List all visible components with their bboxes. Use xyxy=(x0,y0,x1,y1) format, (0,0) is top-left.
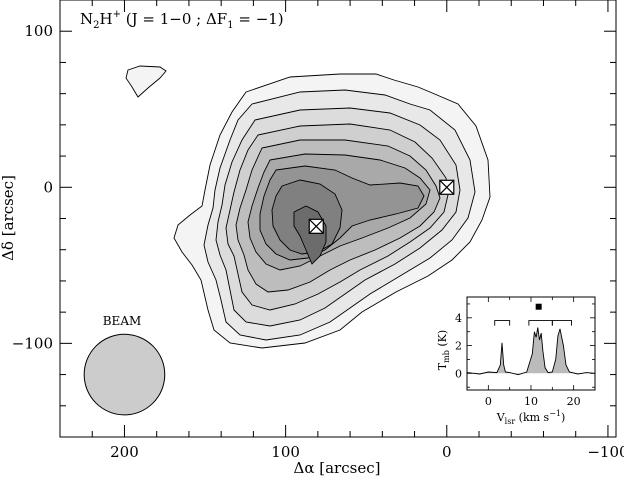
inset-x-label-sub: lsr xyxy=(505,417,516,426)
inset-spectrum: 0 10 20 0 2 4 Tmb (K) Vlsr (km s−1) xyxy=(436,296,596,426)
beam-label: BEAM xyxy=(103,314,142,328)
inset-x-label-sup: −1 xyxy=(549,409,561,418)
x-tick-label: −100 xyxy=(587,443,624,461)
inset-y-label-unit: (K) xyxy=(436,330,449,350)
contour-map xyxy=(125,65,491,349)
y-tick-label: 0 xyxy=(43,178,53,196)
inset-tick-labels: 0 10 20 0 2 4 xyxy=(455,312,581,408)
spectrum-line xyxy=(467,327,595,376)
spectrum-fill xyxy=(467,327,595,375)
hyperfine-brackets xyxy=(494,320,572,326)
y-tick-label: 100 xyxy=(24,22,53,40)
main-axis-ticks xyxy=(59,0,616,438)
inset-y-label: Tmb (K) xyxy=(436,330,451,370)
y-axis-label: Δδ [arcsec] xyxy=(0,175,17,261)
inset-x-tick-label: 20 xyxy=(567,395,581,408)
inset-y-label-t: T xyxy=(436,362,449,370)
title-molecule: N xyxy=(80,10,93,28)
inset-x-tick-label: 10 xyxy=(524,395,538,408)
x-tick-label: 100 xyxy=(271,443,300,461)
x-tick-label: 200 xyxy=(110,443,139,461)
beam-circle xyxy=(83,333,166,416)
inset-x-label: Vlsr (km s−1) xyxy=(496,409,566,426)
inset-x-label-v: V xyxy=(496,411,506,424)
inset-y-tick-label: 2 xyxy=(455,340,462,353)
inset-y-tick-label: 0 xyxy=(455,367,462,380)
title-sup: + xyxy=(113,9,121,20)
main-markers xyxy=(308,179,455,234)
hfs-bracket xyxy=(551,320,572,326)
title-h: H xyxy=(100,10,113,28)
inset-filled-square-marker xyxy=(535,303,542,310)
crossed-square-marker xyxy=(439,179,455,195)
x-tick-label: 0 xyxy=(442,443,452,461)
title-rest1: (J = 1−0 ; ΔF xyxy=(121,10,227,28)
inset-y-tick-label: 4 xyxy=(455,312,462,325)
inset-frame-bg xyxy=(467,297,595,390)
y-tick-label: −100 xyxy=(12,334,53,352)
crossed-square-marker xyxy=(308,218,324,234)
title-rest2: = −1) xyxy=(234,10,284,28)
title-sub2: 1 xyxy=(227,20,233,31)
inset-x-label-unit: (km s xyxy=(515,411,549,424)
inset-y-label-sub: mb xyxy=(442,350,451,363)
contour-level-1-clump xyxy=(125,65,167,98)
hfs-bracket xyxy=(494,320,511,326)
inset-x-tick-label: 0 xyxy=(485,395,492,408)
chart-title: N2H+ (J = 1−0 ; ΔF1 = −1) xyxy=(80,9,284,31)
title-sub1: 2 xyxy=(93,20,99,31)
inset-frame xyxy=(466,296,596,391)
inset-x-label-close: ) xyxy=(561,411,565,424)
x-axis-label: Δα [arcsec] xyxy=(294,459,381,477)
